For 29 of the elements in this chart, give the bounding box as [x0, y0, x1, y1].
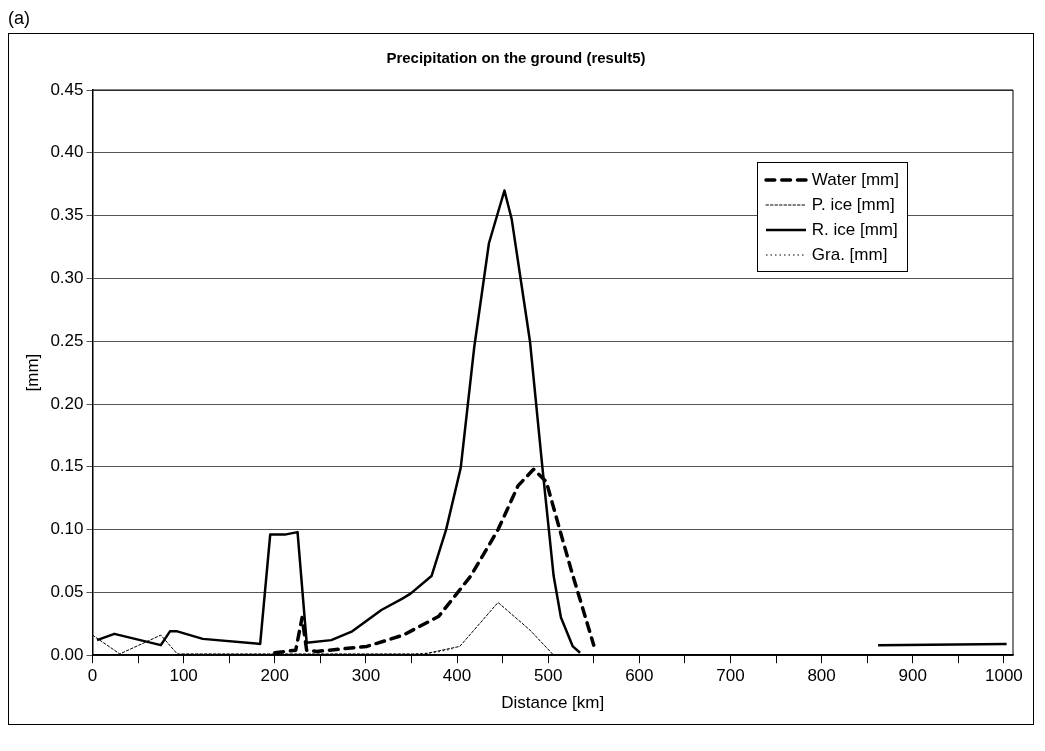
- x-tick-label: 400: [442, 666, 472, 686]
- y-tick-label: 0.40: [50, 142, 84, 162]
- legend-label: R. ice [mm]: [811, 219, 898, 241]
- x-tick-label: 100: [169, 666, 198, 686]
- y-tick-label: 0.35: [50, 205, 84, 225]
- y-tick-label: 0.05: [50, 582, 84, 602]
- x-tick-label: 0: [87, 666, 98, 686]
- x-tick-label: 200: [260, 666, 289, 686]
- x-tick-label: 900: [898, 666, 927, 686]
- x-tick-label: 500: [534, 666, 563, 686]
- chart-title: Precipitation on the ground (result5): [386, 49, 646, 67]
- legend-label: Gra. [mm]: [811, 244, 888, 266]
- y-tick-label: 0.10: [50, 519, 84, 539]
- legend-label: Water [mm]: [811, 169, 899, 191]
- y-tick-label: 0.20: [50, 393, 84, 413]
- y-tick-label: 0.00: [50, 644, 84, 664]
- x-tick-label: 800: [807, 666, 836, 686]
- x-tick-label: 600: [625, 666, 654, 686]
- y-tick-label: 0.45: [50, 79, 84, 99]
- x-tick-label: 300: [351, 666, 381, 686]
- y-axis-title: [mm]: [22, 353, 42, 392]
- y-tick-label: 0.30: [50, 268, 84, 288]
- x-axis-title: Distance [km]: [501, 693, 605, 713]
- x-tick-label: 1000: [984, 666, 1023, 686]
- y-tick-label: 0.15: [50, 456, 84, 476]
- y-tick-label: 0.25: [50, 330, 84, 350]
- legend-label: P. ice [mm]: [811, 194, 895, 216]
- text: (a): [8, 8, 31, 29]
- x-tick-label: 700: [716, 666, 745, 686]
